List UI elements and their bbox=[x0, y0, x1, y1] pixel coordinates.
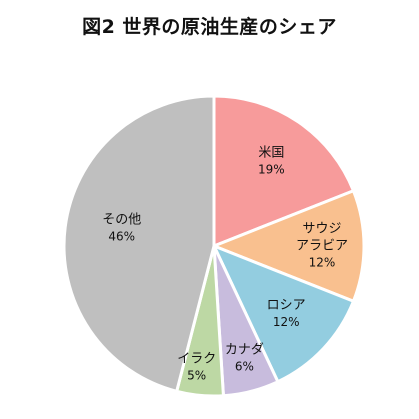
slice-category-label: 米国 bbox=[258, 146, 284, 161]
pie-slice bbox=[62, 94, 216, 394]
chart-title: 図2 世界の原油生産のシェア bbox=[82, 16, 337, 38]
pie-slice bbox=[209, 188, 366, 304]
slice-category-label: サウジ bbox=[302, 222, 341, 237]
slice-value-label: 19% bbox=[258, 163, 285, 177]
slice-category-label: その他 bbox=[102, 212, 141, 227]
pie-slice bbox=[211, 243, 356, 384]
slice-value-label: 6% bbox=[235, 359, 254, 373]
slice-category-label: カナダ bbox=[225, 342, 264, 357]
slice-value-label: 12% bbox=[309, 256, 336, 270]
slice-category-label: アラビア bbox=[296, 239, 348, 254]
slice-category-label: イラク bbox=[177, 351, 216, 366]
pie-slice bbox=[212, 94, 356, 249]
pie-slices bbox=[62, 94, 366, 398]
slice-category-label: ロシア bbox=[267, 298, 306, 313]
slice-value-label: 12% bbox=[273, 315, 300, 329]
slice-value-label: 5% bbox=[187, 368, 206, 382]
slice-value-label: 46% bbox=[108, 229, 135, 243]
